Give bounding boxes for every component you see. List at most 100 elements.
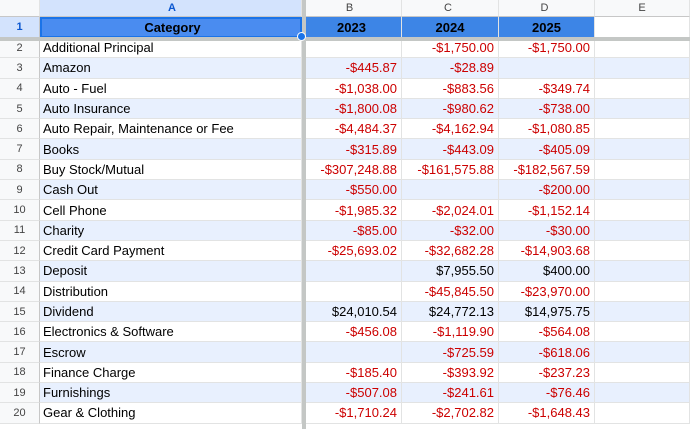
row-header[interactable]: 1 xyxy=(0,17,40,38)
cell-2023[interactable] xyxy=(302,342,402,363)
cell-2025[interactable]: -$182,567.59 xyxy=(499,159,595,181)
cell-2025[interactable]: -$564.08 xyxy=(499,322,595,343)
cell-category[interactable]: Dividend xyxy=(40,301,302,323)
row-header[interactable]: 12 xyxy=(0,240,40,262)
frozen-row-divider[interactable] xyxy=(0,37,690,41)
cell-e[interactable] xyxy=(595,58,690,79)
row-header[interactable]: 20 xyxy=(0,403,40,424)
cell-2024[interactable]: -$2,024.01 xyxy=(402,200,499,221)
cell-2024[interactable]: -$1,119.90 xyxy=(402,322,499,343)
cell-2024[interactable]: -$32,682.28 xyxy=(402,240,499,262)
cell-e[interactable] xyxy=(595,220,690,241)
cell-e[interactable] xyxy=(595,301,690,323)
cell-2025[interactable]: -$618.06 xyxy=(499,342,595,363)
cell-2024[interactable]: -$883.56 xyxy=(402,78,499,99)
cell-e-header[interactable] xyxy=(595,17,690,38)
cell-2023[interactable]: -$456.08 xyxy=(302,322,402,343)
cell-category[interactable]: Furnishings xyxy=(40,383,302,404)
row-header[interactable]: 16 xyxy=(0,322,40,343)
cell-category[interactable]: Distribution xyxy=(40,281,302,302)
row-header[interactable]: 3 xyxy=(0,58,40,79)
cell-2023[interactable] xyxy=(302,38,402,59)
cell-2025[interactable]: -$405.09 xyxy=(499,139,595,160)
cell-category[interactable]: Finance Charge xyxy=(40,362,302,384)
row-header[interactable]: 8 xyxy=(0,159,40,181)
cell-2024[interactable]: -$443.09 xyxy=(402,139,499,160)
cell-category[interactable]: Additional Principal xyxy=(40,38,302,59)
column-header-a[interactable]: A xyxy=(40,0,302,17)
cell-2025[interactable]: -$1,750.00 xyxy=(499,38,595,59)
cell-2025[interactable]: -$1,080.85 xyxy=(499,119,595,140)
cell-2023[interactable]: -$445.87 xyxy=(302,58,402,79)
cell-e[interactable] xyxy=(595,240,690,262)
cell-2023[interactable]: -$1,800.08 xyxy=(302,98,402,120)
cell-category[interactable]: Electronics & Software xyxy=(40,322,302,343)
cell-2025[interactable]: -$200.00 xyxy=(499,180,595,201)
cell-2025[interactable]: -$30.00 xyxy=(499,220,595,241)
cell-e[interactable] xyxy=(595,281,690,302)
cell-2023[interactable]: -$85.00 xyxy=(302,220,402,241)
cell-2023[interactable]: -$307,248.88 xyxy=(302,159,402,181)
cell-2023-header[interactable]: 2023 xyxy=(302,17,402,38)
cell-e[interactable] xyxy=(595,38,690,59)
cell-2024[interactable]: -$980.62 xyxy=(402,98,499,120)
cell-e[interactable] xyxy=(595,78,690,99)
cell-2024[interactable]: -$393.92 xyxy=(402,362,499,384)
cell-2024[interactable]: -$1,750.00 xyxy=(402,38,499,59)
cell-2025[interactable]: -$1,648.43 xyxy=(499,403,595,424)
row-header[interactable]: 6 xyxy=(0,119,40,140)
cell-category[interactable]: Charity xyxy=(40,220,302,241)
cell-category[interactable]: Cell Phone xyxy=(40,200,302,221)
cell-e[interactable] xyxy=(595,119,690,140)
cell-2024[interactable]: -$2,702.82 xyxy=(402,403,499,424)
column-header-c[interactable]: C xyxy=(402,0,499,17)
cell-2023[interactable]: -$4,484.37 xyxy=(302,119,402,140)
cell-category[interactable]: Gear & Clothing xyxy=(40,403,302,424)
cell-category[interactable]: Books xyxy=(40,139,302,160)
cell-2023[interactable]: -$1,710.24 xyxy=(302,403,402,424)
cell-2025[interactable]: -$237.23 xyxy=(499,362,595,384)
row-header[interactable]: 14 xyxy=(0,281,40,302)
cell-e[interactable] xyxy=(595,383,690,404)
cell-category[interactable]: Auto Insurance xyxy=(40,98,302,120)
row-header[interactable]: 2 xyxy=(0,38,40,59)
cell-2024[interactable]: $24,772.13 xyxy=(402,301,499,323)
cell-2024[interactable] xyxy=(402,180,499,201)
cell-2023[interactable]: -$25,693.02 xyxy=(302,240,402,262)
cell-2025[interactable]: -$76.46 xyxy=(499,383,595,404)
cell-category[interactable]: Deposit xyxy=(40,261,302,282)
cell-2023[interactable]: -$507.08 xyxy=(302,383,402,404)
cell-category[interactable]: Cash Out xyxy=(40,180,302,201)
row-header[interactable]: 10 xyxy=(0,200,40,221)
cell-2025[interactable]: -$14,903.68 xyxy=(499,240,595,262)
row-header[interactable]: 18 xyxy=(0,362,40,384)
row-header[interactable]: 9 xyxy=(0,180,40,201)
cell-e[interactable] xyxy=(595,342,690,363)
cell-e[interactable] xyxy=(595,159,690,181)
cell-e[interactable] xyxy=(595,403,690,424)
row-header[interactable]: 7 xyxy=(0,139,40,160)
cell-e[interactable] xyxy=(595,200,690,221)
cell-2023[interactable]: -$1,985.32 xyxy=(302,200,402,221)
cell-2024-header[interactable]: 2024 xyxy=(402,17,499,38)
cell-2025[interactable]: -$23,970.00 xyxy=(499,281,595,302)
cell-2024[interactable]: $7,955.50 xyxy=(402,261,499,282)
cell-2023[interactable]: -$1,038.00 xyxy=(302,78,402,99)
cell-category[interactable]: Escrow xyxy=(40,342,302,363)
cell-e[interactable] xyxy=(595,362,690,384)
cell-2024[interactable]: -$28.89 xyxy=(402,58,499,79)
cell-2023[interactable]: -$185.40 xyxy=(302,362,402,384)
row-header[interactable]: 4 xyxy=(0,78,40,99)
column-header-e[interactable]: E xyxy=(595,0,690,17)
cell-category[interactable]: Credit Card Payment xyxy=(40,240,302,262)
cell-2025[interactable]: -$738.00 xyxy=(499,98,595,120)
cell-category[interactable]: Amazon xyxy=(40,58,302,79)
cell-2025-header[interactable]: 2025 xyxy=(499,17,595,38)
cell-category[interactable]: Auto Repair, Maintenance or Fee xyxy=(40,119,302,140)
cell-2025[interactable]: -$349.74 xyxy=(499,78,595,99)
cell-2023[interactable]: -$315.89 xyxy=(302,139,402,160)
cell-2025[interactable] xyxy=(499,58,595,79)
cell-2024[interactable]: -$241.61 xyxy=(402,383,499,404)
select-all-corner[interactable] xyxy=(0,0,40,17)
cell-2023[interactable]: -$550.00 xyxy=(302,180,402,201)
